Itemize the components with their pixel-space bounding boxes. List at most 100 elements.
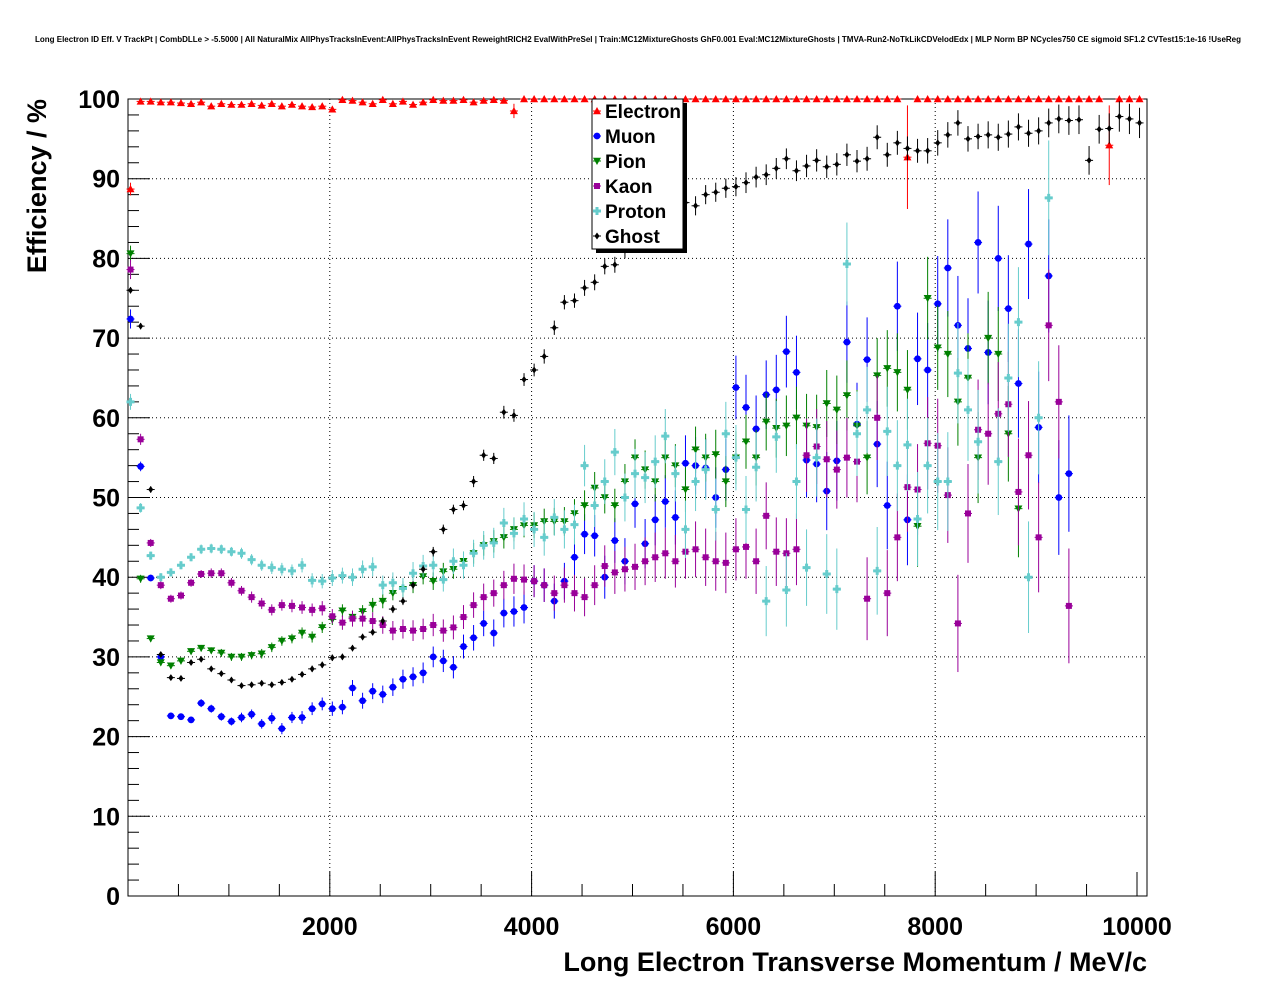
proton-marker xyxy=(550,513,559,522)
proton-marker xyxy=(873,566,882,575)
muon-marker xyxy=(349,684,356,692)
electron-point xyxy=(368,99,377,107)
electron-point xyxy=(187,99,196,107)
pion-marker xyxy=(207,647,216,655)
muon-marker xyxy=(944,264,952,272)
ghost-marker xyxy=(309,665,315,673)
muon-point xyxy=(398,669,407,689)
electron-marker xyxy=(338,95,347,103)
proton-point xyxy=(217,544,226,555)
electron-point xyxy=(459,95,468,103)
muon-point xyxy=(409,667,418,687)
kaon-point xyxy=(328,609,337,624)
kaon-point xyxy=(388,621,397,641)
electron-point xyxy=(832,95,841,103)
proton-point xyxy=(348,568,357,586)
proton-marker xyxy=(610,448,619,457)
pion-marker xyxy=(136,575,145,583)
ghost-marker xyxy=(289,675,295,683)
muon-point xyxy=(277,723,286,735)
kaon-marker xyxy=(561,582,568,589)
kaon-marker xyxy=(732,546,739,553)
pion-marker xyxy=(842,392,851,400)
ghost-marker xyxy=(894,139,900,147)
pion-point xyxy=(227,652,236,661)
kaon-point xyxy=(267,604,276,616)
kaon-point xyxy=(641,537,650,586)
pion-marker xyxy=(388,589,397,598)
pion-marker xyxy=(691,446,700,454)
electron-point xyxy=(520,95,529,103)
ghost-point xyxy=(1105,113,1114,144)
proton-point xyxy=(893,420,902,512)
kaon-point xyxy=(479,583,488,611)
muon-marker xyxy=(732,384,740,391)
pion-point xyxy=(237,652,246,661)
electron-point xyxy=(398,97,407,105)
legend-entry-ghost: Ghost xyxy=(593,227,661,248)
kaon-point xyxy=(368,612,377,630)
ghost-point xyxy=(842,143,851,166)
proton-marker xyxy=(933,477,942,486)
ghost-marker xyxy=(249,681,255,689)
legend-marker xyxy=(594,232,600,240)
electron-point xyxy=(772,95,781,103)
electron-point xyxy=(570,95,579,103)
kaon-point xyxy=(590,565,599,606)
y-tick-label: 40 xyxy=(92,564,120,592)
electron-marker xyxy=(429,95,438,103)
electron-point xyxy=(1135,95,1144,103)
proton-marker xyxy=(752,463,761,472)
electron-marker xyxy=(822,95,831,103)
electron-marker xyxy=(580,95,589,103)
electron-marker xyxy=(378,95,387,103)
ghost-point xyxy=(409,581,418,590)
kaon-marker xyxy=(399,626,406,633)
kaon-marker xyxy=(299,604,306,611)
pion-marker xyxy=(923,295,932,303)
kaon-point xyxy=(762,482,771,550)
muon-point xyxy=(974,191,983,294)
kaon-point xyxy=(197,570,206,578)
proton-point xyxy=(792,444,801,520)
ghost-point xyxy=(277,678,286,686)
muon-marker xyxy=(450,663,457,671)
pion-point xyxy=(762,393,771,451)
electron-point xyxy=(913,95,922,103)
electron-marker xyxy=(469,98,478,106)
proton-point xyxy=(267,561,276,575)
proton-point xyxy=(277,562,286,576)
ghost-point xyxy=(429,546,438,557)
muon-marker xyxy=(793,368,800,376)
muon-marker xyxy=(651,516,659,524)
kaon-point xyxy=(661,527,670,579)
ghost-marker xyxy=(1116,113,1122,121)
ghost-marker xyxy=(602,262,608,270)
proton-marker xyxy=(257,561,266,570)
ghost-marker xyxy=(218,670,224,678)
proton-marker xyxy=(409,569,418,578)
electron-point xyxy=(166,98,175,106)
ghost-marker xyxy=(582,284,588,292)
electron-marker xyxy=(933,95,942,103)
ghost-marker xyxy=(713,188,719,196)
proton-marker xyxy=(742,505,751,514)
muon-marker xyxy=(510,608,518,615)
proton-marker xyxy=(600,477,609,486)
ghost-marker xyxy=(804,162,810,170)
proton-point xyxy=(762,566,771,637)
proton-point xyxy=(368,557,377,577)
electron-point xyxy=(863,95,872,103)
ghost-marker xyxy=(753,173,759,181)
electron-marker xyxy=(176,98,185,107)
electron-marker xyxy=(752,95,761,103)
ghost-point xyxy=(338,653,347,661)
ghost-marker xyxy=(440,525,446,533)
pion-marker xyxy=(681,486,690,494)
electron-point xyxy=(136,97,145,105)
muon-marker xyxy=(631,500,639,508)
muon-point xyxy=(913,312,922,406)
kaon-marker xyxy=(874,414,881,421)
proton-point xyxy=(994,408,1003,516)
kaon-marker xyxy=(450,624,457,631)
